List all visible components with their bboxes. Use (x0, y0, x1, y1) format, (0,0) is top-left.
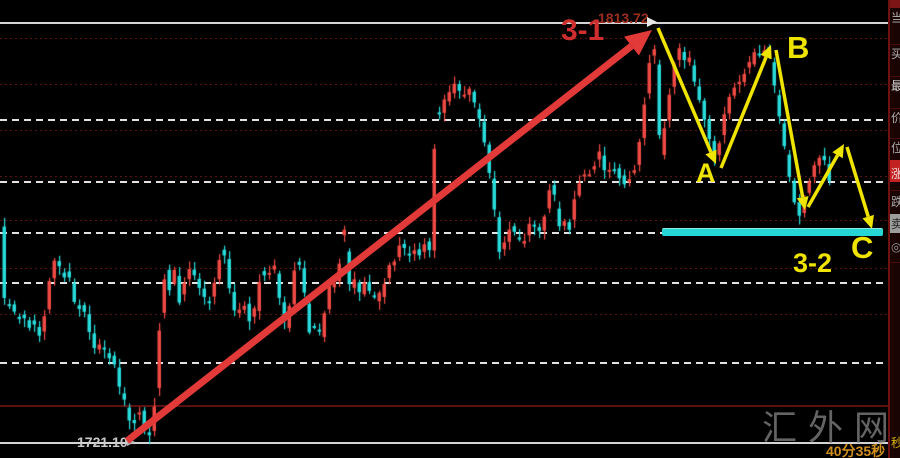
wave-C-label[interactable]: C (851, 230, 874, 265)
high-price-label[interactable]: 1813.72 (598, 10, 649, 26)
panel-divider (890, 190, 900, 191)
yellow-wave-arrow-2[interactable] (719, 45, 772, 169)
yellow-wave-arrow-1[interactable] (656, 27, 717, 164)
wave-3-2-label[interactable]: 3-2 (793, 248, 833, 278)
panel-divider (890, 262, 900, 263)
partial-glyph: 位 (891, 141, 900, 155)
watermark-huiwaiwang: 汇外网 (762, 409, 900, 448)
panel-divider (890, 214, 900, 233)
panel-divider (890, 44, 900, 45)
right-panel-edge: 当买最价位涨跌卖 ◎ 秒 (888, 0, 900, 458)
partial-glyph: 秒 (891, 436, 900, 450)
partial-glyph: 价 (891, 111, 900, 125)
panel-divider (890, 0, 900, 8)
partial-glyph: 最 (891, 79, 900, 93)
low-price-label[interactable]: 1721.10 (77, 434, 128, 450)
panel-divider (890, 138, 900, 139)
candle-countdown-timer: 40分35秒 (826, 443, 886, 458)
support-zone-bar[interactable] (662, 228, 883, 236)
wave-B-label[interactable]: B (787, 30, 810, 65)
wave-A-label[interactable]: A (696, 158, 716, 188)
partial-glyph: 涨 (891, 167, 900, 181)
yellow-wave-arrow-4[interactable] (806, 144, 844, 208)
panel-divider (890, 160, 900, 182)
partial-glyph: ◎ (891, 240, 900, 254)
yellow-wave-arrow-5[interactable] (845, 146, 874, 229)
partial-glyph: 跌 (891, 195, 900, 209)
yellow-wave-arrow-3[interactable] (774, 49, 809, 210)
panel-divider (890, 108, 900, 109)
wave-3-1-label[interactable]: 3-1 (561, 14, 605, 47)
high-line-anchor-arrow-icon (647, 17, 657, 27)
partial-glyph: 买 (891, 47, 900, 61)
partial-glyph: 当 (891, 11, 900, 25)
partial-glyph: 卖 (891, 217, 900, 231)
red-trend-arrow[interactable] (124, 30, 652, 444)
panel-divider (890, 76, 900, 77)
